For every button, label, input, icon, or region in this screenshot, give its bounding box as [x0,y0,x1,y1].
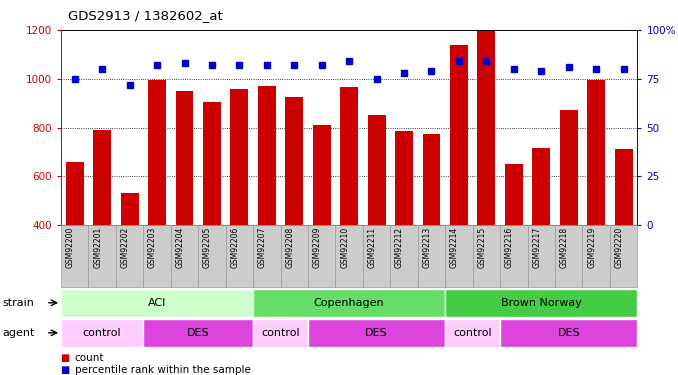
Bar [121,194,138,225]
Bar [363,225,391,287]
Bar [61,225,88,287]
Bar [555,225,582,287]
Text: GSM92209: GSM92209 [313,227,322,268]
Bar [418,225,445,287]
Text: GSM92220: GSM92220 [614,227,624,268]
Text: GSM92204: GSM92204 [176,227,184,268]
Text: GSM92206: GSM92206 [231,227,239,268]
Text: Brown Norway: Brown Norway [501,298,582,308]
Text: GSM92217: GSM92217 [532,227,541,268]
Text: GSM92205: GSM92205 [203,227,212,268]
Bar [313,125,331,225]
Bar [615,149,633,225]
Bar [148,80,166,225]
Bar [587,80,605,225]
Bar [500,319,637,347]
Text: GSM92211: GSM92211 [367,227,376,268]
Text: control: control [454,328,492,338]
Bar [560,110,578,225]
Bar [610,225,637,287]
Text: ■: ■ [60,365,69,375]
Bar [340,87,358,225]
Bar [308,225,336,287]
Bar [445,319,500,347]
Text: GSM92219: GSM92219 [587,227,596,268]
Bar [422,134,441,225]
Text: GDS2913 / 1382602_at: GDS2913 / 1382602_at [68,9,222,22]
Text: agent: agent [2,328,35,338]
Bar [445,225,473,287]
Bar [500,225,527,287]
Text: GSM92202: GSM92202 [121,227,129,268]
Bar [477,31,496,225]
Text: GSM92212: GSM92212 [395,227,404,268]
Bar [198,225,226,287]
Text: DES: DES [365,328,388,338]
Text: DES: DES [187,328,210,338]
Text: control: control [83,328,121,338]
Bar [258,86,276,225]
Text: percentile rank within the sample: percentile rank within the sample [75,365,250,375]
Bar [253,225,281,287]
Bar [253,319,308,347]
Bar [395,131,413,225]
Text: GSM92201: GSM92201 [93,227,102,268]
Bar [527,225,555,287]
Bar [116,225,143,287]
Bar [532,148,550,225]
Text: count: count [75,353,104,363]
Bar [94,130,111,225]
Bar [171,225,198,287]
Text: GSM92210: GSM92210 [340,227,349,268]
Text: GSM92215: GSM92215 [477,227,486,268]
Text: GSM92200: GSM92200 [66,227,75,268]
Bar [66,162,83,225]
Bar [226,225,253,287]
Text: ■: ■ [60,353,69,363]
Bar [445,289,637,317]
Text: GSM92218: GSM92218 [560,227,569,268]
Text: ACI: ACI [148,298,166,308]
Text: GSM92207: GSM92207 [258,227,267,268]
Bar [336,225,363,287]
Text: GSM92216: GSM92216 [505,227,514,268]
Bar [582,225,610,287]
Bar [253,289,445,317]
Text: GSM92213: GSM92213 [422,227,431,268]
Text: GSM92208: GSM92208 [285,227,294,268]
Bar [285,97,303,225]
Bar [450,45,468,225]
Text: Copenhagen: Copenhagen [314,298,384,308]
Text: strain: strain [2,298,34,308]
Bar [473,225,500,287]
Bar [367,116,386,225]
Bar [143,319,253,347]
Bar [88,225,116,287]
Bar [505,164,523,225]
Bar [143,225,171,287]
Bar [391,225,418,287]
Text: control: control [261,328,300,338]
Text: DES: DES [557,328,580,338]
Bar [61,319,143,347]
Text: GSM92214: GSM92214 [450,227,459,268]
Bar [308,319,445,347]
Bar [176,91,193,225]
Bar [61,289,253,317]
Text: GSM92203: GSM92203 [148,227,157,268]
Bar [231,89,248,225]
Bar [281,225,308,287]
Bar [203,102,221,225]
